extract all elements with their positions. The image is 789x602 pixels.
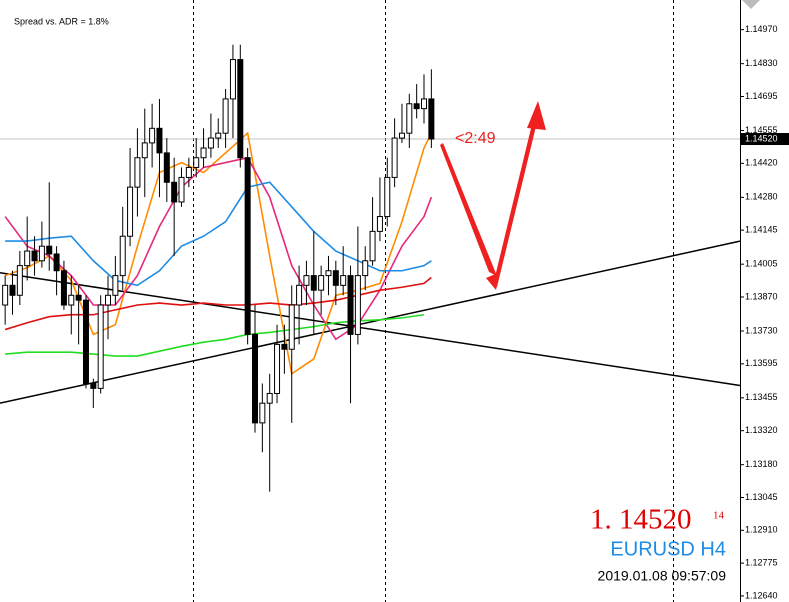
symbol: EURUSD H4 (610, 538, 726, 560)
y-tick-label: 1.13595 (745, 358, 778, 368)
current-price-label: 1.14520 (745, 133, 778, 143)
candle-body (296, 284, 303, 306)
big-price: 1. 14520 (590, 504, 692, 536)
y-tick-label: 1.14145 (745, 225, 778, 235)
candle-body (332, 270, 339, 286)
candle-body (134, 157, 141, 188)
candle-body (193, 157, 200, 168)
arrow-down (440, 143, 497, 276)
period-separators (193, 0, 674, 602)
candle-body (24, 250, 31, 267)
candle-body (53, 253, 60, 272)
candle-body (406, 103, 413, 134)
candle-body (281, 343, 288, 350)
candle-body (362, 260, 369, 277)
y-tick-label: 1.14280 (745, 192, 778, 202)
candle-body (347, 275, 354, 335)
y-tick-label: 1.12775 (745, 557, 778, 567)
y-tick-label: 1.12910 (745, 525, 778, 535)
candle-body (376, 216, 383, 232)
indicator-text: Spread vs. ADR = 1.8% (14, 16, 109, 26)
candle-body (421, 98, 428, 110)
candle-body (90, 383, 97, 389)
shift-marker (742, 0, 760, 9)
candle-body (369, 230, 376, 262)
candle-body (274, 343, 281, 394)
candle-body (171, 181, 178, 203)
candle-body (119, 235, 126, 277)
candle-body (178, 176, 185, 203)
candle-body (2, 284, 9, 306)
y-tick-label: 1.14830 (745, 58, 778, 68)
y-tick-label: 1.13180 (745, 459, 778, 469)
y-tick-label: 1.12640 (745, 590, 778, 600)
candle-body (75, 294, 82, 301)
candle-body (266, 392, 273, 404)
y-tick-label: 1.13870 (745, 291, 778, 301)
arrow-up (493, 116, 538, 287)
candle-body (141, 142, 148, 159)
candle-body (259, 402, 266, 424)
candle-body (288, 304, 295, 350)
candle-body (318, 275, 325, 291)
moving-average (5, 313, 425, 357)
candle-body (207, 137, 214, 149)
y-tick-label: 1.13045 (745, 492, 778, 502)
candle-body (163, 152, 170, 183)
candle-body (413, 103, 420, 110)
candle-body (391, 137, 398, 178)
arrow-head (527, 101, 546, 130)
candle-body (112, 275, 119, 296)
candle-body (244, 157, 251, 335)
candle-body (156, 127, 163, 154)
candle-body (60, 270, 67, 306)
y-tick-label: 1.13320 (745, 425, 778, 435)
candle-body (68, 294, 75, 306)
candle-body (9, 284, 16, 296)
trendline (0, 240, 741, 404)
candle-body (16, 265, 23, 296)
y-tick-label: 1.14005 (745, 259, 778, 269)
y-tick-label: 1.14970 (745, 24, 778, 34)
candle-body (105, 294, 112, 306)
candle-body (398, 132, 405, 139)
candle-body (237, 59, 244, 159)
current-price-tag (741, 133, 789, 146)
candle-body (310, 275, 317, 291)
y-tick-label: 1.14420 (745, 158, 778, 168)
candle-body (428, 98, 435, 140)
candle-body (229, 59, 236, 100)
candle-body (354, 275, 361, 335)
trendline (0, 271, 741, 387)
candle-body (127, 186, 134, 237)
candle-body (340, 275, 347, 286)
moving-average (5, 181, 432, 287)
candle-body (251, 333, 258, 424)
candle-body (222, 98, 229, 134)
countdown: <2:49 (455, 130, 496, 147)
plot-area (0, 44, 741, 492)
candle-body (303, 275, 310, 286)
candle-body (149, 127, 156, 144)
price-small: 14 (713, 510, 725, 522)
candle-body (46, 245, 53, 255)
y-tick-label: 1.14555 (745, 125, 778, 135)
y-tick-label: 1.13455 (745, 392, 778, 402)
candle-body (384, 176, 391, 218)
candle-body (215, 132, 222, 139)
candle-body (82, 299, 89, 385)
candle-body (97, 304, 104, 389)
timestamp: 2019.01.08 09:57:09 (598, 568, 727, 584)
candle-body (325, 270, 332, 277)
y-tick-label: 1.13730 (745, 325, 778, 335)
candle-body (31, 250, 38, 262)
y-tick-label: 1.14695 (745, 91, 778, 101)
candle-body (185, 166, 192, 178)
candle-body (38, 245, 45, 262)
candle-body (200, 147, 207, 159)
